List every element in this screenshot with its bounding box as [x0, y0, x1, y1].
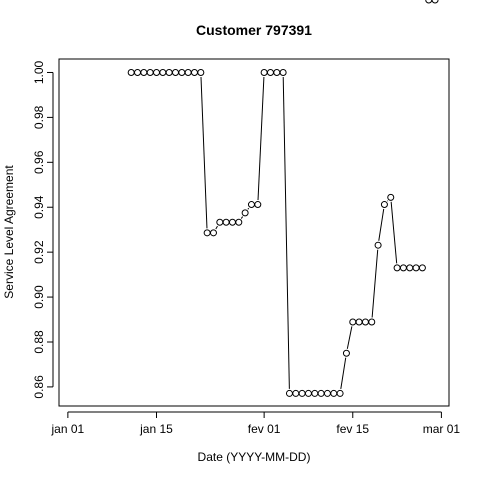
data-point [355, 318, 363, 326]
data-point [146, 68, 154, 76]
data-point [241, 209, 249, 217]
data-point [190, 68, 198, 76]
x-axis-label: Date (YYYY-MM-DD) [198, 450, 311, 464]
data-point [134, 68, 142, 76]
data-point [216, 218, 224, 226]
series-segment [240, 216, 244, 219]
data-point [330, 389, 338, 397]
series-segment [282, 76, 290, 389]
y-tick-label: 0.92 [32, 240, 46, 264]
series-segment [257, 76, 265, 201]
y-tick-label: 0.90 [32, 285, 46, 309]
data-point [222, 218, 230, 226]
series-segment [215, 225, 218, 230]
data-point [412, 264, 420, 272]
data-point [153, 68, 160, 76]
data-point [342, 349, 350, 357]
data-point [235, 218, 243, 226]
series-segment [371, 249, 379, 318]
data-point [387, 193, 395, 201]
data-point [380, 201, 388, 209]
data-point [254, 201, 262, 209]
data-point [298, 389, 306, 397]
data-point [260, 68, 268, 76]
data-point [184, 68, 192, 76]
data-point [273, 68, 281, 76]
series-segment [378, 208, 385, 241]
series-segment [247, 207, 250, 210]
y-tick-label: 1.00 [32, 60, 46, 84]
data-point [209, 229, 217, 237]
x-tick-label: fev 15 [336, 422, 369, 436]
data-point [140, 68, 148, 76]
data-point [311, 389, 319, 397]
y-tick-label: 0.86 [32, 375, 46, 399]
plot-frame [58, 58, 450, 407]
data-point [374, 241, 382, 249]
y-axis: 1.00 0.98 0.96 0.94 0.92 0.90 0.88 0.86 [32, 60, 54, 399]
data-point [247, 201, 255, 209]
data-point [317, 389, 325, 397]
y-tick-label: 0.98 [32, 105, 46, 129]
data-point [279, 68, 287, 76]
data-point [406, 264, 414, 272]
data-point [336, 389, 344, 397]
series-segment [200, 76, 208, 229]
data-point [178, 68, 186, 76]
x-tick-label: jan 01 [51, 422, 85, 436]
data-point [304, 389, 312, 397]
data-point [431, 0, 439, 4]
data-point [418, 264, 426, 272]
series-segment [346, 326, 353, 349]
data-point [228, 218, 236, 226]
data-point [349, 318, 357, 326]
series-points [127, 0, 439, 397]
data-point [292, 389, 300, 397]
data-point [127, 68, 135, 76]
series-segment [340, 357, 347, 390]
data-point [159, 68, 167, 76]
data-point [368, 318, 376, 326]
y-tick-label: 0.96 [32, 150, 46, 174]
x-tick-label: jan 15 [139, 422, 173, 436]
series-segment [390, 201, 398, 264]
x-tick-label: fev 01 [248, 422, 281, 436]
data-point [323, 389, 331, 397]
chart-title: Customer 797391 [196, 22, 312, 38]
data-point [361, 318, 369, 326]
x-axis: jan 01 jan 15 fev 01 fev 15 mar 01 [51, 411, 461, 436]
data-point [171, 68, 179, 76]
data-point [285, 389, 293, 397]
data-point [165, 68, 173, 76]
y-axis-label: Service Level Agreement [2, 165, 16, 299]
x-tick-label: mar 01 [423, 422, 461, 436]
data-point [203, 229, 211, 237]
y-tick-label: 0.88 [32, 330, 46, 354]
data-point [197, 68, 205, 76]
data-point [425, 0, 433, 4]
y-tick-label: 0.94 [32, 195, 46, 219]
series-lines [200, 76, 398, 390]
data-point [393, 264, 401, 272]
data-point [399, 264, 407, 272]
data-point [266, 68, 274, 76]
